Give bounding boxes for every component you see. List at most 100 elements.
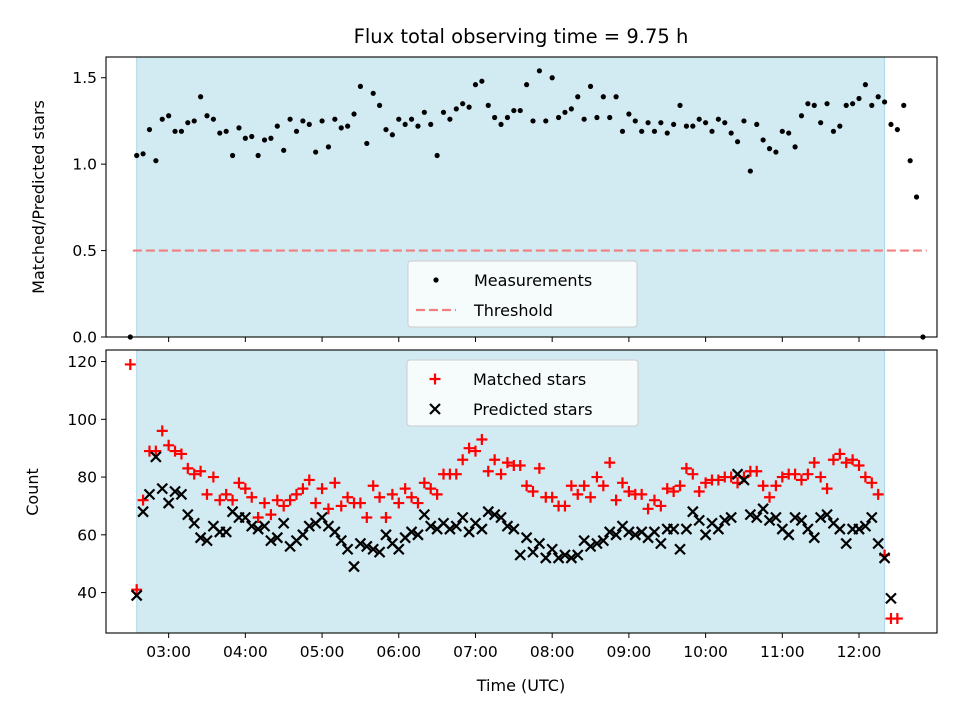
predicted-star-point [687,505,699,518]
axes-frame [105,56,938,338]
measurement-point [210,116,216,122]
matched-star-point [802,468,814,480]
matched-star-point [476,434,488,446]
matched-star-point [585,491,597,503]
measurement-point [722,120,728,126]
y-tick-label: 1.0 [72,156,97,174]
measurement-point [754,121,760,128]
measurement-point [607,114,613,121]
measurement-point [198,94,204,100]
matched-star-point [220,488,232,500]
predicted-star-point [194,531,207,544]
matched-star-point [278,500,290,512]
matched-star-point [329,477,341,489]
measurement-point [338,125,344,131]
measurement-point [824,101,830,107]
legend-item: Matched stars [429,370,586,389]
matched-star-point [290,488,302,500]
matched-star-point [297,483,309,495]
measurement-point [651,128,658,134]
measurement-point [236,125,242,131]
predicted-star-point [444,523,456,535]
predicted-star-point [623,526,635,538]
x-tick-label: 08:00 [530,643,575,661]
measurement-point [683,123,690,129]
predicted-star-point [546,543,558,556]
measurement-point [671,121,677,128]
measurement-point [140,151,146,157]
measurement-point [734,139,741,145]
measurement-point [658,120,664,126]
measurement-point [702,120,709,126]
predicted-star-point [130,589,143,602]
measurement-point [281,147,287,153]
predicted-star-point [150,451,162,463]
plot-marks [127,68,927,340]
predicted-star-point [201,534,213,547]
measurement-point [888,121,894,128]
matched-star-point [265,509,277,521]
measurement-point [907,158,913,164]
matched-star-point [201,488,213,500]
predicted-star-point [744,508,757,521]
measurement-point [472,82,479,88]
y-tick-label: 0.0 [72,329,97,347]
matched-star-point [393,497,405,509]
measurement-point [460,101,466,107]
predicted-star-point [725,511,737,524]
series-predicted-stars [130,451,897,605]
measurement-point [153,158,159,164]
predicted-star-point [220,526,232,538]
measurement-point [351,111,357,117]
matched-star-point [457,454,469,466]
measurement-point [747,168,753,174]
predicted-star-point [348,560,360,573]
measurement-point [632,118,638,124]
matched-star-point [406,491,418,503]
matched-star-point [591,471,603,483]
predicted-star-point [655,537,667,550]
predicted-star-point [476,523,488,535]
matched-star-point [354,497,366,509]
measurement-point [261,137,268,143]
plot-marks [124,358,903,625]
top-y-axis-label: Matched/Predicted stars [29,100,48,294]
matched-star-point [712,474,724,486]
predicted-star-point [418,508,431,521]
matched-star-point [316,483,328,495]
measurement-point [249,133,255,140]
measurement-point [383,126,389,133]
matched-star-point [175,448,187,460]
predicted-star-point [552,552,565,564]
measurement-point [837,123,843,129]
measurement-point [357,83,364,89]
predicted-star-point [329,526,341,538]
predicted-star-point [584,540,597,553]
matched-star-point [124,358,136,370]
matched-star-point [259,497,271,509]
predicted-star-point [718,514,731,527]
measurement-point [287,116,293,122]
matched-star-point [661,483,673,495]
legend-cross-icon [429,403,441,415]
y-tick-label: 100 [67,411,97,429]
measurement-point [217,130,223,136]
measurement-point [894,126,900,133]
measurement-point [466,104,472,110]
x-tick-label: 07:00 [453,643,498,661]
measurement-point [376,102,383,108]
matched-star-point [412,497,424,509]
matched-star-point [233,477,245,489]
predicted-star-point [495,511,507,524]
predicted-star-point [271,531,284,544]
matched-star-point [616,477,628,489]
predicted-star-point [265,534,277,547]
matched-star-point [533,462,545,474]
legend-label: Predicted stars [473,400,593,419]
predicted-star-point [770,511,782,524]
x-axis-label: Time (UTC) [476,676,565,695]
measurement-point [447,116,453,122]
measurement-point [313,149,319,155]
predicted-star-point [182,508,194,521]
predicted-star-point [693,514,705,527]
